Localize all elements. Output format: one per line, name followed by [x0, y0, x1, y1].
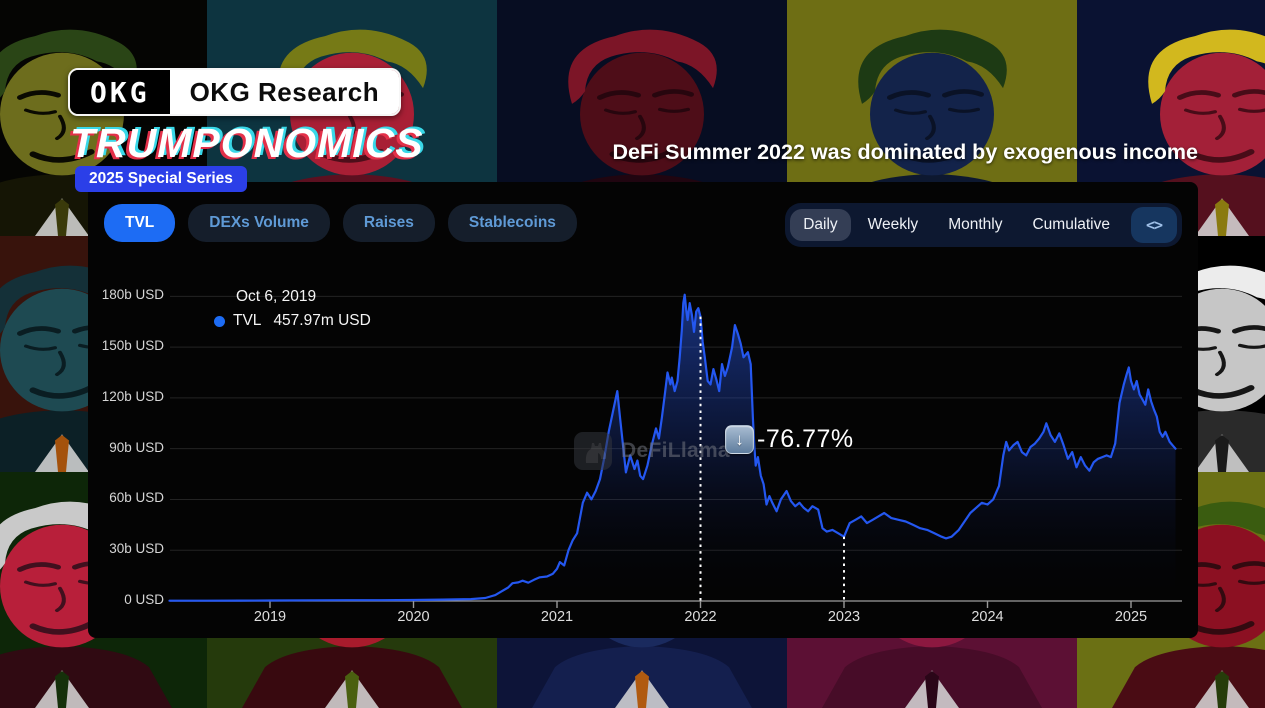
tab-dexs-volume[interactable]: DEXs Volume — [188, 204, 330, 242]
x-axis-label: 2021 — [540, 609, 574, 625]
tab-tvl[interactable]: TVL — [104, 204, 176, 242]
y-axis-label: 0 USD — [124, 592, 164, 607]
x-axis-label: 2020 — [397, 609, 430, 625]
range-selector: Daily Weekly Monthly Cumulative <> — [785, 203, 1182, 247]
okg-brand-name: OKG Research — [169, 70, 400, 114]
y-axis-label: 90b USD — [109, 439, 164, 455]
x-axis-label: 2025 — [1114, 609, 1148, 625]
chart-tooltip: Oct 6, 2019 TVL 457.97m USD — [214, 288, 371, 330]
tab-stablecoins[interactable]: Stablecoins — [447, 204, 577, 242]
tab-raises[interactable]: Raises — [342, 204, 435, 242]
y-axis-label: 30b USD — [109, 541, 164, 557]
y-axis-label: 60b USD — [109, 490, 164, 506]
embed-code-button[interactable]: <> — [1131, 207, 1177, 243]
headline: DeFi Summer 2022 was dominated by exogen… — [612, 140, 1198, 164]
y-axis-label: 150b USD — [101, 338, 164, 354]
defillama-watermark: DeFiLlama — [574, 432, 730, 470]
range-monthly[interactable]: Monthly — [935, 209, 1015, 241]
tvl-line — [168, 293, 1177, 602]
llama-icon — [574, 432, 612, 470]
down-arrow-icon: ↓ — [725, 425, 754, 454]
drawdown-value: -76.77% — [757, 425, 854, 453]
tab-group: TVL DEXs Volume Raises Stablecoins — [104, 204, 577, 242]
tooltip-value: 457.97m USD — [273, 312, 371, 329]
x-axis-label: 2024 — [971, 609, 1004, 625]
trumponomics-title: TRUMPONOMICS — [70, 120, 424, 166]
range-cumulative[interactable]: Cumulative — [1019, 209, 1123, 241]
range-daily[interactable]: Daily — [790, 209, 851, 241]
okg-logo-mark: OKG — [70, 70, 170, 114]
chart-panel: TVL DEXs Volume Raises Stablecoins Daily Wee… — [88, 182, 1198, 638]
x-axis-label: 2023 — [827, 609, 861, 625]
drawdown-annotation: ↓ -76.77% — [725, 425, 854, 454]
okg-logo: OKG OKG Research — [68, 68, 402, 116]
watermark-label: DeFiLlama — [621, 439, 730, 462]
series-badge: 2025 Special Series — [75, 166, 247, 192]
tooltip-series-name: TVL — [233, 312, 262, 329]
y-axis-label: 180b USD — [101, 287, 164, 303]
y-axis-label: 120b USD — [101, 388, 164, 404]
x-axis-label: 2022 — [684, 609, 717, 625]
tvl-area — [169, 294, 1176, 601]
x-axis-label: 2019 — [253, 609, 287, 625]
range-weekly[interactable]: Weekly — [855, 209, 932, 241]
tvl-chart[interactable] — [88, 182, 1198, 638]
tooltip-date: Oct 6, 2019 — [236, 288, 317, 305]
series-dot-icon — [214, 315, 225, 327]
